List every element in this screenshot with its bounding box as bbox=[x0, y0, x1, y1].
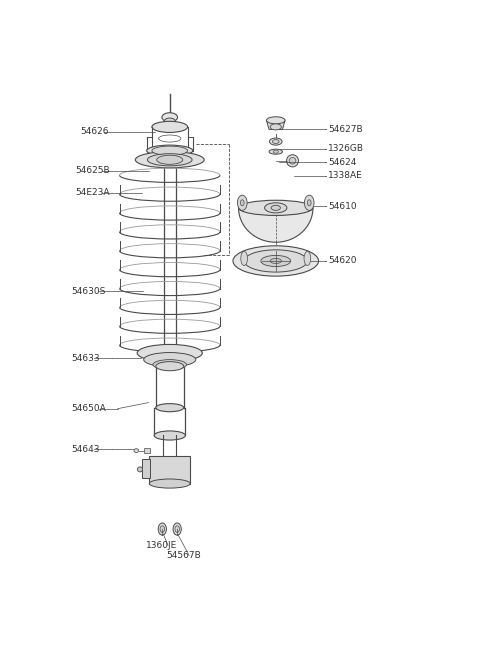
Ellipse shape bbox=[173, 523, 181, 535]
Text: 54E23A: 54E23A bbox=[75, 188, 109, 197]
Text: 54610: 54610 bbox=[328, 202, 357, 211]
Ellipse shape bbox=[160, 526, 165, 532]
Ellipse shape bbox=[244, 250, 307, 272]
Ellipse shape bbox=[147, 154, 192, 166]
Ellipse shape bbox=[144, 353, 196, 367]
Text: 54620: 54620 bbox=[328, 256, 356, 265]
Ellipse shape bbox=[153, 359, 186, 370]
Ellipse shape bbox=[156, 155, 183, 164]
Ellipse shape bbox=[175, 526, 180, 532]
Ellipse shape bbox=[241, 252, 248, 265]
Text: 54627B: 54627B bbox=[328, 125, 362, 134]
Ellipse shape bbox=[147, 145, 193, 156]
Ellipse shape bbox=[149, 479, 190, 488]
Ellipse shape bbox=[270, 124, 281, 130]
Ellipse shape bbox=[269, 138, 282, 145]
Ellipse shape bbox=[158, 523, 167, 535]
Text: 1360JE: 1360JE bbox=[145, 541, 177, 550]
Ellipse shape bbox=[273, 139, 279, 144]
Text: 1338AE: 1338AE bbox=[328, 171, 362, 181]
Text: 54633: 54633 bbox=[71, 353, 100, 363]
Ellipse shape bbox=[304, 252, 311, 265]
Ellipse shape bbox=[156, 361, 184, 371]
Ellipse shape bbox=[270, 258, 281, 263]
Bar bbox=[149, 456, 190, 484]
Ellipse shape bbox=[304, 195, 314, 210]
Ellipse shape bbox=[264, 203, 287, 213]
Ellipse shape bbox=[134, 449, 139, 453]
Ellipse shape bbox=[152, 146, 188, 155]
Ellipse shape bbox=[289, 158, 296, 164]
Ellipse shape bbox=[261, 256, 290, 267]
Ellipse shape bbox=[154, 431, 185, 440]
Ellipse shape bbox=[152, 122, 188, 133]
Ellipse shape bbox=[238, 195, 247, 210]
Text: 1326GB: 1326GB bbox=[328, 144, 364, 153]
Bar bbox=[142, 459, 150, 478]
Bar bbox=[144, 448, 150, 453]
Text: 54626: 54626 bbox=[81, 127, 109, 137]
Ellipse shape bbox=[162, 113, 178, 122]
Ellipse shape bbox=[307, 200, 311, 206]
Ellipse shape bbox=[266, 117, 285, 124]
Ellipse shape bbox=[164, 118, 175, 125]
Ellipse shape bbox=[240, 200, 244, 206]
Ellipse shape bbox=[269, 149, 282, 154]
Ellipse shape bbox=[273, 150, 278, 153]
Text: 54650A: 54650A bbox=[71, 404, 106, 413]
Polygon shape bbox=[239, 208, 313, 242]
Ellipse shape bbox=[137, 344, 202, 361]
Text: 54630S: 54630S bbox=[71, 287, 106, 296]
Text: 54625B: 54625B bbox=[75, 166, 109, 175]
Polygon shape bbox=[266, 120, 285, 129]
Ellipse shape bbox=[135, 152, 204, 168]
Text: 54567B: 54567B bbox=[166, 551, 201, 560]
Ellipse shape bbox=[239, 200, 313, 215]
Text: 54624: 54624 bbox=[328, 158, 356, 167]
Ellipse shape bbox=[156, 403, 184, 412]
Ellipse shape bbox=[137, 467, 143, 472]
Ellipse shape bbox=[287, 155, 299, 167]
Ellipse shape bbox=[163, 461, 177, 466]
Ellipse shape bbox=[233, 246, 319, 276]
Ellipse shape bbox=[271, 206, 280, 210]
Text: 54643: 54643 bbox=[71, 445, 100, 453]
